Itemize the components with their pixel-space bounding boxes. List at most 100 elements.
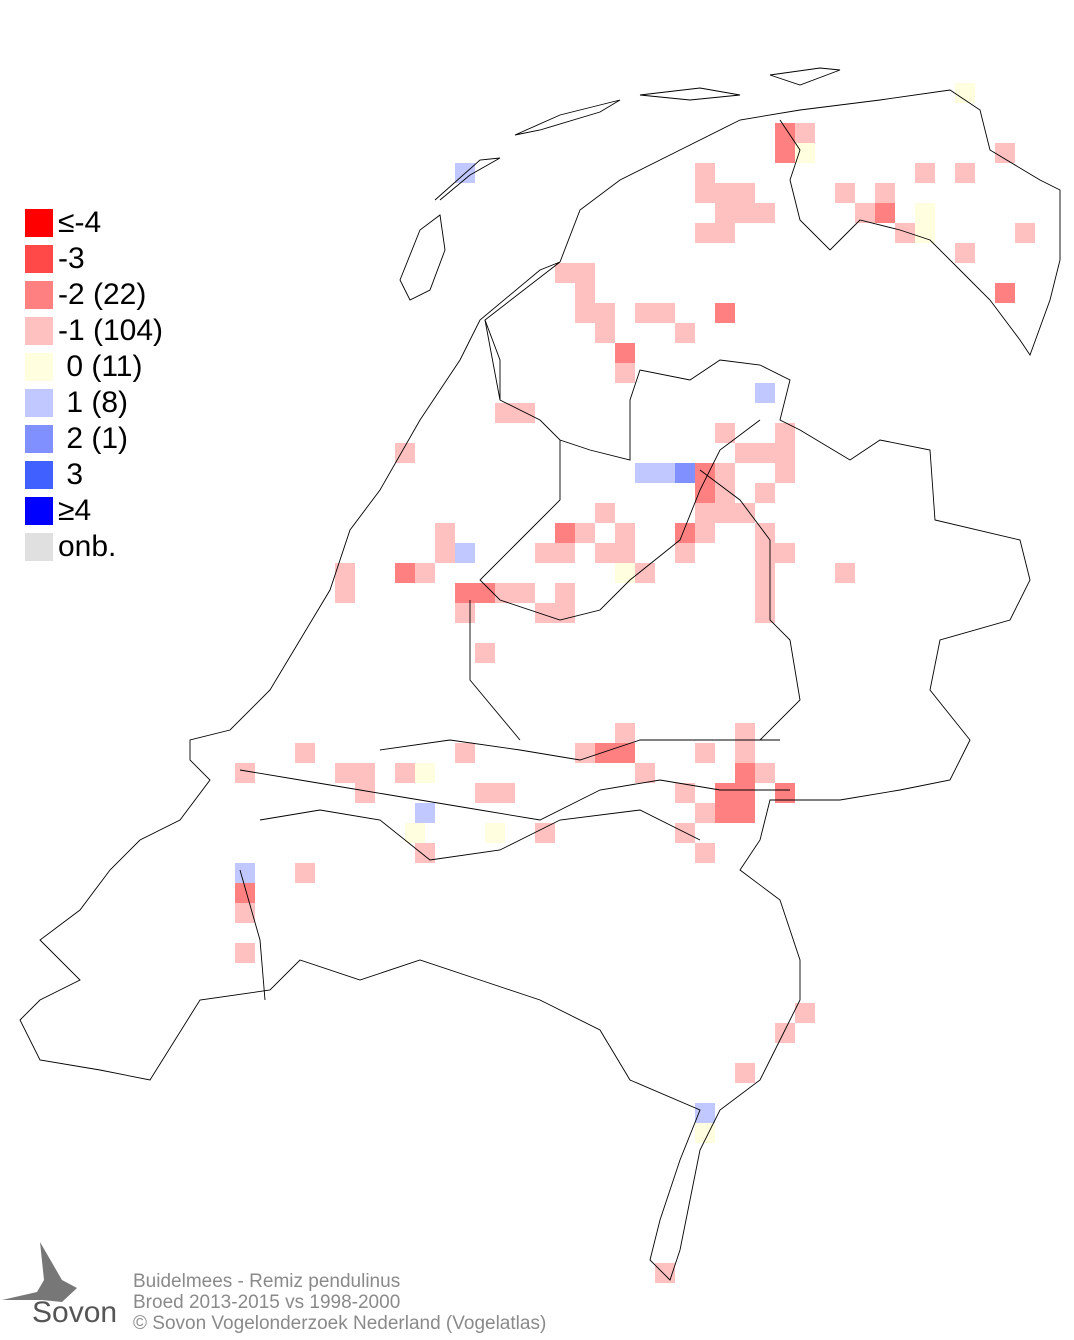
grid-cell — [775, 783, 795, 803]
grid-cell — [405, 823, 425, 843]
grid-cell — [455, 543, 475, 563]
grid-cell — [795, 143, 815, 163]
grid-cell — [1015, 223, 1035, 243]
mainland-outline — [19, 261, 1031, 1281]
legend-swatch — [25, 533, 53, 561]
grid-cell — [295, 863, 315, 883]
grid-cell — [755, 543, 775, 563]
grid-cell — [635, 303, 655, 323]
grid-cell — [715, 483, 735, 503]
grid-cell — [755, 763, 775, 783]
grid-cell — [535, 603, 555, 623]
grid-cell — [235, 863, 255, 883]
grid-cell — [335, 563, 355, 583]
grid-cell — [575, 743, 595, 763]
grid-cell — [715, 423, 735, 443]
grid-cell — [615, 363, 635, 383]
grid-cell — [895, 223, 915, 243]
grid-cell — [755, 583, 775, 603]
species-title: Buidelmees - Remiz pendulinus — [133, 1271, 401, 1292]
grid-cell — [615, 563, 635, 583]
grid-cell — [775, 543, 795, 563]
grid-cell — [635, 463, 655, 483]
grid-cell — [555, 543, 575, 563]
grid-cell — [635, 563, 655, 583]
grid-cell — [435, 543, 455, 563]
grid-cell — [695, 843, 715, 863]
period-comparison: Broed 2013-2015 vs 1998-2000 — [133, 1292, 401, 1313]
legend-label: ≥4 — [58, 494, 92, 527]
grid-cell — [855, 203, 875, 223]
north-outline — [559, 89, 1061, 356]
legend-swatch — [25, 497, 53, 525]
legend-swatch — [25, 461, 53, 489]
grid-cell — [675, 523, 695, 543]
grid-cell — [615, 743, 635, 763]
grid-cell — [955, 163, 975, 183]
legend-item: 3 — [25, 457, 163, 493]
grid-cell — [575, 263, 595, 283]
grid-cell — [495, 783, 515, 803]
grid-cell — [715, 203, 735, 223]
legend-label: -1 (104) — [58, 314, 164, 347]
grid-cell — [695, 483, 715, 503]
legend-label: 0 (11) — [58, 350, 143, 383]
legend-label: 2 (1) — [58, 422, 129, 455]
grid-cell — [695, 163, 715, 183]
map-caption: Buidelmees - Remiz pendulinus Broed 2013… — [133, 1271, 546, 1334]
grid-cell — [455, 603, 475, 623]
grid-cell — [735, 723, 755, 743]
grid-cell — [615, 543, 635, 563]
grid-cell — [695, 223, 715, 243]
grid-cell — [735, 183, 755, 203]
grid-cell — [675, 463, 695, 483]
grid-cell — [735, 783, 755, 803]
grid-cell — [715, 183, 735, 203]
rivers — [239, 469, 801, 1001]
grid-cell — [235, 883, 255, 903]
grid-cells — [235, 83, 1035, 1283]
grid-cell — [775, 123, 795, 143]
grid-cell — [775, 423, 795, 443]
grid-cell — [235, 903, 255, 923]
grid-cell — [395, 443, 415, 463]
copyright: © Sovon Vogelonderzoek Nederland (Vogela… — [133, 1313, 547, 1334]
grid-cell — [715, 303, 735, 323]
grid-cell — [775, 443, 795, 463]
grid-cell — [735, 743, 755, 763]
grid-cell — [735, 443, 755, 463]
legend-item: 0 (11) — [25, 349, 163, 385]
grid-cell — [595, 303, 615, 323]
grid-cell — [395, 563, 415, 583]
grid-cell — [395, 763, 415, 783]
grid-cell — [695, 1103, 715, 1123]
grid-cell — [535, 543, 555, 563]
legend-item: 1 (8) — [25, 385, 163, 421]
legend-label: ≤-4 — [58, 206, 102, 239]
grid-cell — [695, 743, 715, 763]
grid-cell — [755, 383, 775, 403]
grid-cell — [475, 783, 495, 803]
legend-item: 2 (1) — [25, 421, 163, 457]
legend-swatch — [25, 317, 53, 345]
grid-cell — [755, 563, 775, 583]
legend-swatch — [25, 281, 53, 309]
grid-cell — [675, 323, 695, 343]
grid-cell — [915, 163, 935, 183]
grid-cell — [715, 803, 735, 823]
grid-cell — [755, 203, 775, 223]
wadden-islands — [399, 67, 841, 301]
grid-cell — [995, 143, 1015, 163]
grid-cell — [795, 1003, 815, 1023]
grid-cell — [735, 763, 755, 783]
grid-cell — [955, 243, 975, 263]
grid-cell — [615, 523, 635, 543]
legend: ≤-4 -3 -2 (22) -1 (104) 0 (11) 1 (8) 2 (1) … — [25, 205, 163, 565]
grid-cell — [695, 1123, 715, 1143]
grid-cell — [595, 323, 615, 343]
grid-cell — [595, 543, 615, 563]
grid-cell — [655, 303, 675, 323]
swallow-icon — [2, 1242, 77, 1302]
grid-cell — [655, 463, 675, 483]
grid-cell — [355, 783, 375, 803]
